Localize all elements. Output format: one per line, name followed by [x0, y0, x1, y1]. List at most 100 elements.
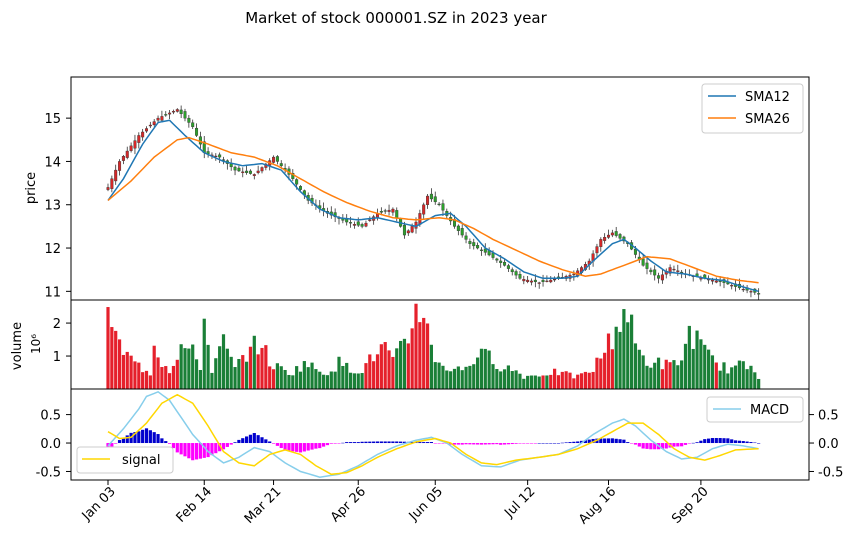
candle-down	[495, 258, 499, 261]
histogram-bar-negative	[487, 443, 491, 445]
histogram-bar-positive	[579, 440, 584, 444]
volume-bar-up	[599, 358, 603, 389]
volume-bar-down	[348, 372, 353, 389]
price-y-tick-label: 14	[44, 155, 61, 170]
candle-down	[472, 242, 476, 247]
candle-down	[464, 235, 468, 240]
histogram-bar-negative	[518, 443, 522, 444]
histogram-bar-negative	[672, 443, 676, 447]
candle-down	[356, 221, 360, 226]
volume-bar-down	[637, 349, 641, 389]
candle-up	[272, 156, 276, 163]
macd-y-tick-label-right: 0.5	[818, 409, 839, 424]
volume-bar-up	[168, 373, 172, 389]
histogram-bar-negative	[114, 443, 118, 444]
candle-up	[148, 124, 152, 127]
volume-bar-down	[194, 359, 199, 389]
volume-bar-down	[529, 375, 534, 389]
candle-down	[468, 241, 472, 244]
date-x-tick-label: Jun 05	[406, 484, 446, 524]
candle-down	[483, 248, 487, 253]
histogram-bar-positive	[614, 438, 618, 444]
candle-down	[633, 248, 637, 255]
volume-bar-down	[360, 373, 364, 389]
histogram-bar-positive	[341, 442, 345, 444]
histogram-bar-positive	[372, 441, 376, 444]
histogram-bar-positive	[160, 438, 164, 444]
histogram-bar-negative	[468, 443, 472, 445]
candle-up	[364, 222, 368, 227]
volume-bar-down	[445, 370, 449, 389]
volume-bar-up	[264, 345, 268, 389]
candle-down	[218, 154, 222, 158]
volume-bar-down	[402, 338, 407, 389]
histogram-bar-positive	[379, 441, 383, 444]
candle-down	[503, 261, 507, 266]
volume-bar-up	[121, 354, 125, 389]
volume-bar-down	[252, 335, 256, 389]
histogram-bar-positive	[576, 441, 580, 444]
volume-bar-up	[148, 375, 152, 389]
histogram-bar-negative	[175, 443, 179, 453]
volume-bar-down	[187, 348, 191, 389]
histogram-bar-positive	[610, 438, 614, 444]
candle-down	[179, 109, 183, 115]
volume-bar-down	[630, 314, 634, 389]
candle-up	[110, 178, 114, 189]
volume-bar-down	[456, 366, 460, 389]
histogram-bar-negative	[437, 443, 441, 444]
candle-up	[406, 230, 410, 234]
volume-bar-down	[449, 371, 453, 389]
volume-bar-up	[106, 307, 110, 389]
volume-bar-down	[202, 318, 206, 389]
histogram-bar-negative	[645, 443, 649, 449]
candle-up	[410, 226, 414, 233]
volume-y-axis: 12	[53, 317, 71, 365]
candle-up	[252, 174, 256, 176]
volume-bar-down	[468, 365, 472, 389]
volume-bar-down	[233, 367, 237, 389]
histogram-bar-negative	[229, 443, 233, 445]
volume-bar-down	[745, 369, 749, 389]
volume-bar-up	[414, 303, 418, 389]
histogram-bar-positive	[429, 442, 433, 444]
volume-bar-up	[383, 342, 387, 389]
candle-down	[164, 114, 168, 116]
histogram-bar-negative	[502, 443, 507, 445]
candle-down	[479, 249, 483, 251]
candle-up	[549, 279, 553, 283]
volume-bar-down	[518, 373, 522, 389]
candle-down	[533, 279, 537, 283]
histogram-bar-negative	[533, 443, 537, 444]
price-y-tick-label: 13	[44, 199, 61, 214]
candle-up	[537, 282, 541, 284]
histogram-bar-negative	[302, 443, 306, 452]
histogram-bar-positive	[710, 438, 715, 444]
candle-up	[387, 209, 391, 212]
volume-bar-down	[495, 369, 499, 389]
candle-up	[144, 128, 148, 132]
histogram-bar-positive	[268, 441, 272, 444]
histogram-bar-positive	[144, 428, 149, 444]
candle-up	[595, 246, 599, 254]
macd-y-tick-label-left: 0.0	[40, 437, 61, 452]
histogram-bar-negative	[510, 443, 514, 445]
candle-up	[545, 280, 549, 282]
candle-up	[121, 156, 125, 161]
histogram-bar-negative	[191, 443, 195, 461]
macd-y-tick-label-left: 0.5	[40, 409, 61, 424]
volume-bar-down	[245, 361, 249, 389]
volume-bar-up	[549, 374, 553, 389]
volume-bar-down	[757, 378, 761, 389]
candle-down	[279, 163, 283, 166]
volume-bar-up	[579, 373, 584, 389]
histogram-bar-positive	[757, 443, 761, 444]
candle-down	[541, 279, 545, 283]
histogram-bar-negative	[491, 443, 495, 445]
histogram-bar-positive	[395, 441, 399, 444]
volume-bar-up	[129, 355, 133, 389]
volume-bar-down	[275, 363, 279, 389]
candle-down	[657, 275, 661, 279]
candle-down	[195, 127, 199, 136]
histogram-bar-positive	[164, 441, 168, 444]
